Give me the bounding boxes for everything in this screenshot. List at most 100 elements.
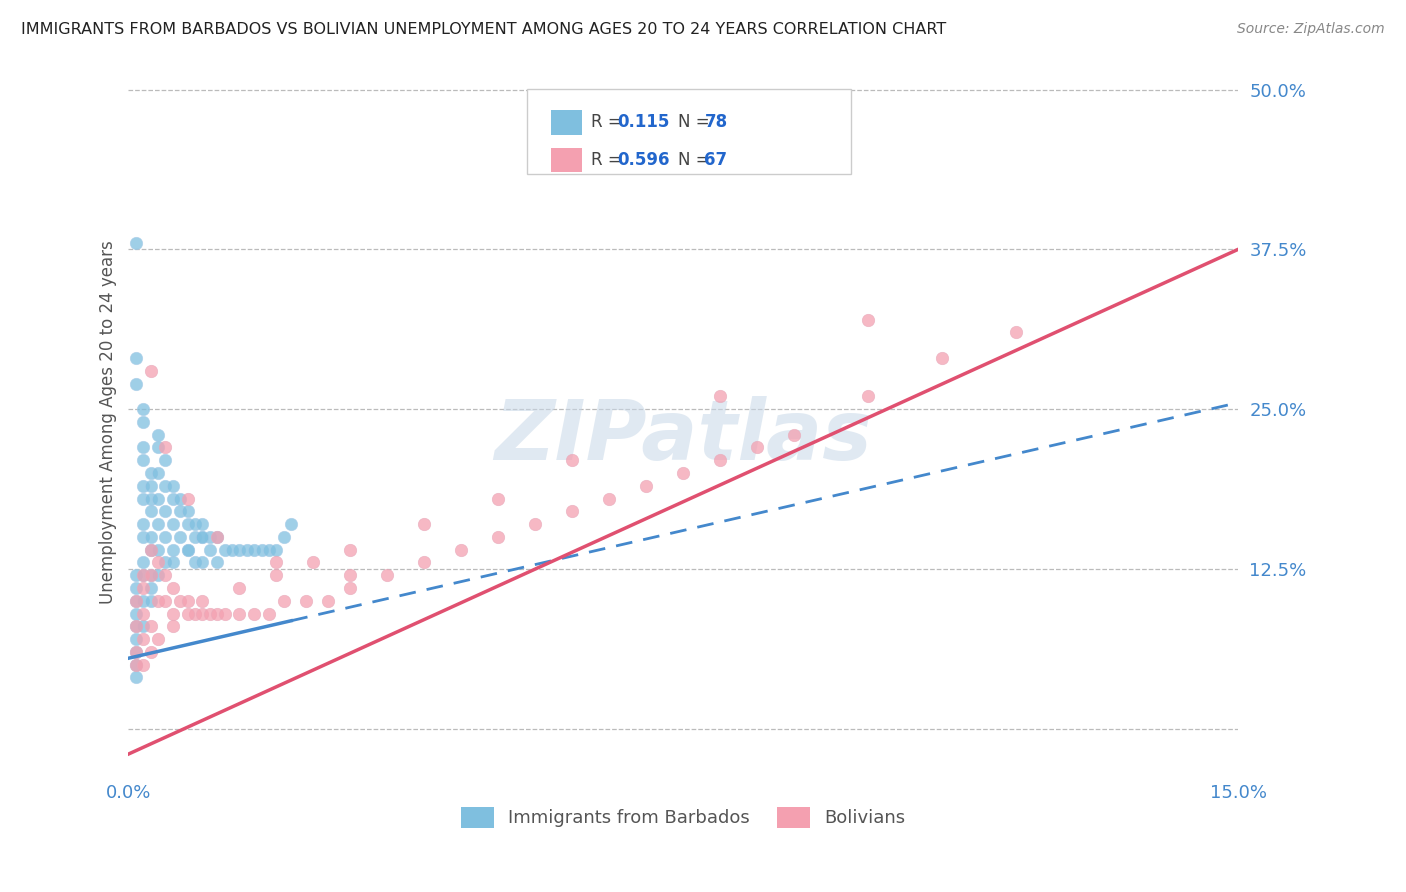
Point — [191, 530, 214, 544]
Y-axis label: Unemployment Among Ages 20 to 24 years: Unemployment Among Ages 20 to 24 years — [100, 240, 117, 604]
Point — [139, 568, 162, 582]
Text: N =: N = — [678, 113, 714, 131]
Point — [207, 607, 229, 621]
Text: Source: ZipAtlas.com: Source: ZipAtlas.com — [1237, 22, 1385, 37]
Point — [302, 555, 325, 569]
Point — [377, 568, 399, 582]
Point — [125, 376, 148, 391]
Point — [207, 530, 229, 544]
Point — [132, 402, 155, 417]
Text: R =: R = — [591, 151, 627, 169]
Point — [273, 530, 295, 544]
Point — [191, 593, 214, 607]
Point — [339, 542, 361, 557]
Point — [125, 657, 148, 672]
Point — [450, 542, 472, 557]
Point — [191, 517, 214, 532]
Point — [132, 568, 155, 582]
Point — [486, 530, 509, 544]
Text: 0.115: 0.115 — [617, 113, 669, 131]
Point — [184, 517, 207, 532]
Point — [155, 530, 177, 544]
Point — [228, 542, 250, 557]
Point — [858, 312, 880, 326]
Point — [132, 441, 155, 455]
Text: 0.596: 0.596 — [617, 151, 669, 169]
Point — [176, 517, 198, 532]
Point — [125, 619, 148, 633]
Point — [931, 351, 953, 365]
Point — [486, 491, 509, 506]
Point — [176, 542, 198, 557]
Point — [125, 657, 148, 672]
Point — [146, 517, 169, 532]
Point — [162, 555, 184, 569]
Point — [146, 466, 169, 480]
Point — [125, 645, 148, 659]
Point — [125, 632, 148, 646]
Point — [155, 568, 177, 582]
Point — [155, 479, 177, 493]
Point — [221, 542, 243, 557]
Point — [191, 530, 214, 544]
Point — [236, 542, 259, 557]
Point — [139, 645, 162, 659]
Point — [295, 593, 318, 607]
Point — [783, 427, 806, 442]
Point — [132, 619, 155, 633]
Point — [339, 581, 361, 595]
Point — [413, 517, 436, 532]
Point — [747, 441, 769, 455]
Point — [184, 530, 207, 544]
Point — [146, 491, 169, 506]
Point — [169, 491, 191, 506]
Point — [132, 415, 155, 429]
Point — [709, 453, 731, 467]
Point — [198, 530, 221, 544]
Point — [132, 517, 155, 532]
Point — [146, 555, 169, 569]
Point — [524, 517, 547, 532]
Point — [162, 491, 184, 506]
Point — [250, 542, 273, 557]
Point — [155, 453, 177, 467]
Point — [139, 364, 162, 378]
Point — [125, 351, 148, 365]
Point — [132, 555, 155, 569]
Point — [132, 593, 155, 607]
Point — [214, 542, 236, 557]
Point — [184, 607, 207, 621]
Text: ZIPatlas: ZIPatlas — [495, 396, 872, 476]
Point — [176, 504, 198, 518]
Point — [162, 479, 184, 493]
Point — [139, 504, 162, 518]
Legend: Immigrants from Barbados, Bolivians: Immigrants from Barbados, Bolivians — [454, 800, 912, 835]
Point — [139, 491, 162, 506]
Point — [228, 581, 250, 595]
Point — [162, 607, 184, 621]
Point — [146, 568, 169, 582]
Point — [636, 479, 658, 493]
Point — [162, 517, 184, 532]
Point — [339, 568, 361, 582]
Point — [184, 555, 207, 569]
Point — [257, 542, 280, 557]
Point — [162, 581, 184, 595]
Point — [228, 607, 250, 621]
Point — [176, 607, 198, 621]
Point — [266, 568, 288, 582]
Point — [146, 632, 169, 646]
Point — [316, 593, 339, 607]
Point — [198, 607, 221, 621]
Point — [139, 542, 162, 557]
Point — [266, 542, 288, 557]
Point — [125, 670, 148, 684]
Point — [198, 542, 221, 557]
Point — [214, 607, 236, 621]
Point — [132, 530, 155, 544]
Point — [155, 555, 177, 569]
Point — [132, 491, 155, 506]
Text: R =: R = — [591, 113, 627, 131]
Point — [169, 593, 191, 607]
Point — [176, 491, 198, 506]
